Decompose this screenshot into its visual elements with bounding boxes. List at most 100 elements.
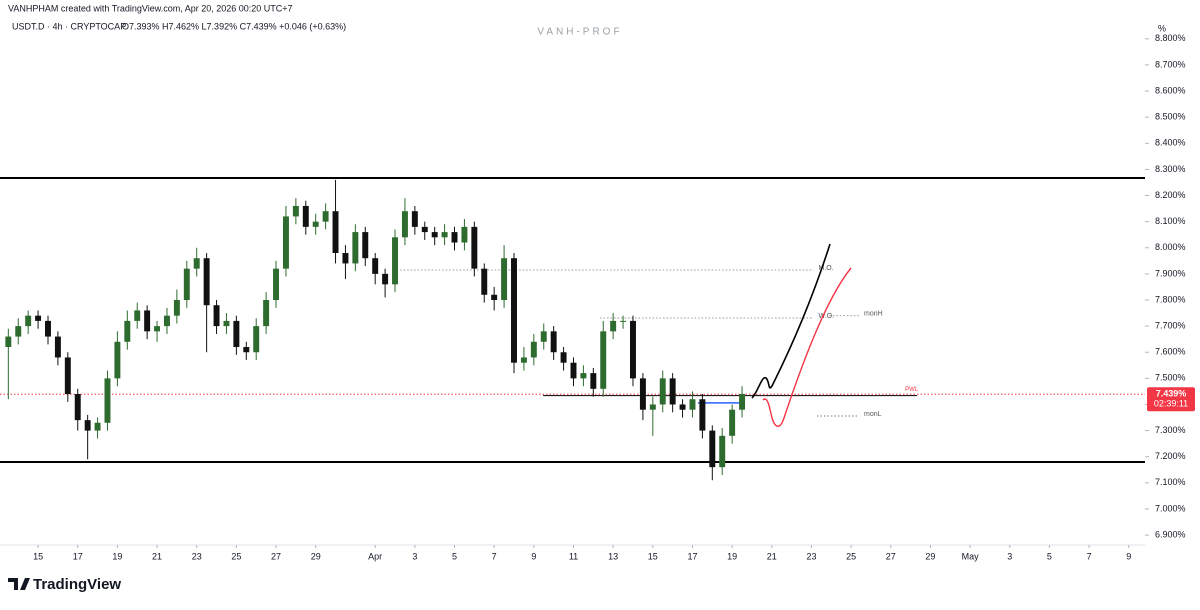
- candle-body: [411, 211, 418, 227]
- candle-body: [431, 232, 438, 238]
- candle-body: [213, 305, 220, 327]
- x-tick-label: 27: [271, 551, 281, 561]
- candle-body: [580, 373, 587, 379]
- y-tick-label: 8.700%: [1155, 59, 1186, 69]
- level-label: M.O.: [818, 265, 833, 272]
- x-tick-label: 3: [1007, 551, 1012, 561]
- level-label: PWL: [905, 387, 919, 393]
- candle-body: [441, 232, 448, 238]
- candle-body: [729, 409, 736, 436]
- x-tick-label: 27: [886, 551, 896, 561]
- y-tick-label: 7.800%: [1155, 294, 1186, 304]
- candle-body: [104, 378, 111, 423]
- countdown: 02:39:11: [1154, 399, 1188, 409]
- x-tick-label: 7: [1087, 551, 1092, 561]
- level-label: W.O.: [818, 313, 834, 320]
- candle-body: [372, 258, 379, 274]
- x-tick-label: 21: [767, 551, 777, 561]
- candle-body: [54, 336, 61, 358]
- y-tick-label: 8.500%: [1155, 112, 1186, 122]
- candle-body: [620, 320, 627, 322]
- candle-body: [74, 394, 81, 421]
- candle-body: [590, 373, 597, 389]
- candle-body: [520, 357, 527, 363]
- symbol: USDT.D · 4h · CRYPTOCAP: [12, 21, 126, 31]
- candle-body: [84, 420, 91, 431]
- x-tick-label: 5: [1047, 551, 1052, 561]
- candle-body: [639, 378, 646, 410]
- candle-body: [124, 320, 131, 342]
- candle-body: [322, 211, 329, 222]
- candle-body: [312, 221, 319, 227]
- x-tick-label: 25: [846, 551, 856, 561]
- x-tick-label: Apr: [368, 551, 382, 561]
- x-tick-label: 13: [608, 551, 618, 561]
- candle-body: [302, 205, 309, 227]
- y-tick-label: 6.900%: [1155, 529, 1186, 539]
- x-tick-label: 17: [687, 551, 697, 561]
- candle-body: [35, 315, 42, 321]
- candle-body: [282, 216, 289, 269]
- candle-body: [203, 258, 210, 306]
- candle-body: [263, 300, 270, 327]
- candle-body: [530, 341, 537, 358]
- candle-body: [610, 320, 617, 332]
- y-tick-label: 7.300%: [1155, 425, 1186, 435]
- candle-body: [223, 320, 230, 327]
- x-tick-label: 7: [492, 551, 497, 561]
- candle-body: [64, 357, 71, 395]
- candle-body: [679, 404, 686, 410]
- x-tick-label: 9: [531, 551, 536, 561]
- candle-body: [392, 237, 398, 285]
- price-tag: [1147, 387, 1195, 412]
- y-tick-label: 7.000%: [1155, 503, 1186, 513]
- x-tick-label: 15: [33, 551, 43, 561]
- candle-body: [401, 211, 408, 238]
- candle-body: [193, 258, 200, 269]
- candle-body: [570, 362, 577, 379]
- price-tag-label: 7.439%: [1156, 389, 1187, 399]
- candle-body: [352, 232, 359, 264]
- candle-body: [163, 315, 170, 327]
- logo-icon: [8, 578, 30, 590]
- y-tick-label: 8.300%: [1155, 164, 1186, 174]
- candle-body: [699, 399, 706, 431]
- y-tick-label: 8.200%: [1155, 190, 1186, 200]
- candle-body: [709, 430, 716, 468]
- x-tick-label: 17: [73, 551, 83, 561]
- candle-body: [501, 258, 508, 300]
- candle-body: [362, 232, 369, 259]
- y-tick-label: 7.500%: [1155, 373, 1186, 383]
- y-tick-label: 7.700%: [1155, 320, 1186, 330]
- candle-body: [689, 399, 696, 410]
- level-label: monH: [864, 311, 883, 318]
- candle-body: [421, 226, 428, 233]
- candle-body: [481, 268, 488, 295]
- candle-body: [292, 205, 299, 217]
- candle-body: [134, 310, 141, 321]
- x-tick-label: 23: [192, 551, 202, 561]
- ohlc: O7.393% H7.462% L7.392% C7.439% +0.046 (…: [122, 21, 346, 31]
- candle-body: [243, 347, 250, 353]
- candle-body: [659, 378, 666, 405]
- candle-body: [451, 232, 458, 243]
- candle-body: [471, 226, 478, 269]
- candle-body: [491, 294, 498, 300]
- y-tick-label: 8.600%: [1155, 85, 1186, 95]
- watermark: VANH-PROF: [537, 27, 622, 38]
- x-tick-label: 11: [569, 551, 578, 561]
- candle-body: [719, 435, 726, 468]
- candle-body: [94, 422, 101, 431]
- y-tick-label: 7.200%: [1155, 451, 1186, 461]
- candle-body: [273, 268, 280, 300]
- candle-body: [540, 331, 547, 342]
- logo: TradingView: [8, 576, 121, 593]
- projection-path: [762, 267, 852, 427]
- candle-body: [600, 331, 607, 389]
- x-tick-label: 21: [152, 551, 162, 561]
- header: VANHPHAM created with TradingView.com, A…: [8, 3, 293, 13]
- y-tick-label: 7.600%: [1155, 347, 1186, 357]
- y-tick-label: 8.800%: [1155, 33, 1186, 43]
- candle-body: [630, 320, 636, 379]
